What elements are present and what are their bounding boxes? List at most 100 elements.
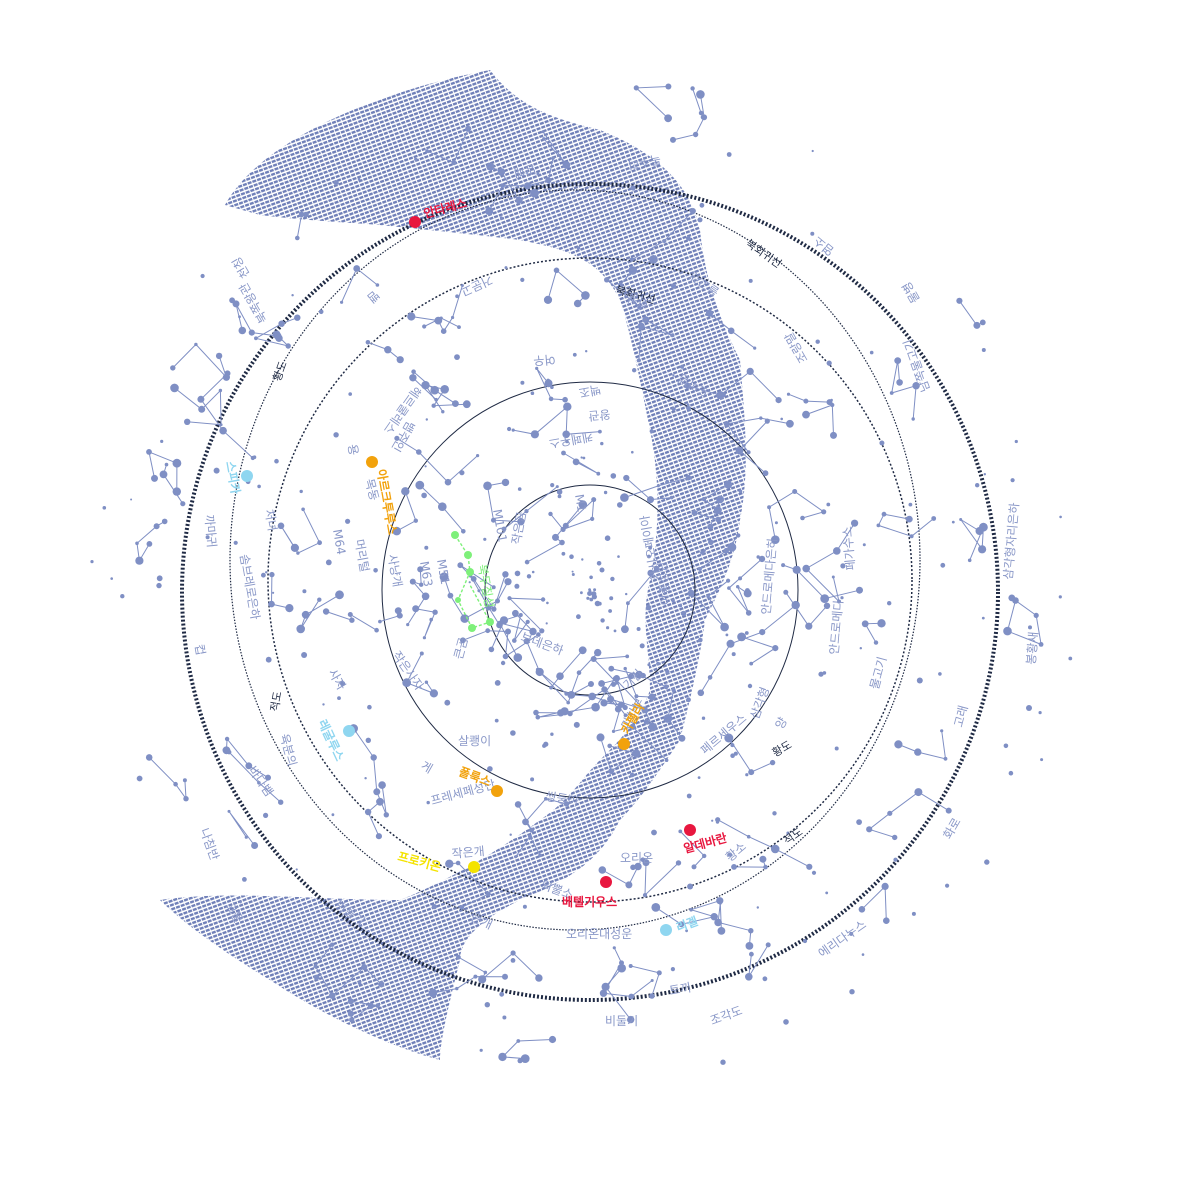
field-star: [265, 774, 271, 781]
field-star: [440, 328, 447, 335]
field-star: [623, 713, 628, 718]
field-star: [648, 722, 657, 732]
label-equator-2: 적도: [781, 825, 805, 847]
field-star: [205, 535, 210, 540]
field-star: [606, 626, 610, 630]
field-star: [651, 829, 657, 836]
field-star: [523, 182, 532, 190]
field-star: [90, 560, 94, 564]
field-star: [295, 235, 300, 241]
field-star: [589, 575, 593, 580]
field-star: [588, 681, 594, 687]
field-star: [628, 993, 635, 1000]
field-star: [522, 818, 529, 826]
field-star: [518, 613, 523, 617]
label-ecliptic: 황도: [770, 738, 794, 759]
field-star: [623, 666, 627, 671]
field-star: [440, 385, 450, 394]
field-star: [130, 498, 133, 501]
field-star: [357, 177, 361, 181]
field-star: [690, 86, 695, 91]
field-star: [457, 325, 461, 329]
field-star: [745, 610, 752, 616]
field-star: [669, 495, 674, 500]
field-star: [672, 374, 675, 377]
field-star: [543, 295, 553, 304]
label-canes: 사냥개: [385, 553, 405, 588]
field-star: [135, 541, 139, 546]
label-capricornus: 염소: [811, 234, 837, 259]
field-star: [550, 483, 555, 488]
field-star: [265, 656, 272, 663]
field-star: [834, 746, 839, 751]
field-star: [277, 522, 285, 530]
field-star: [731, 864, 737, 870]
field-star: [550, 732, 554, 736]
field-star: [349, 1017, 355, 1023]
field-star: [507, 426, 512, 432]
field-star: [746, 367, 754, 375]
field-star: [724, 733, 734, 743]
field-star: [285, 343, 291, 349]
constellation-figure-line: [624, 568, 658, 630]
field-star: [250, 455, 255, 461]
field-star: [792, 489, 798, 494]
label-columba: 비둘기: [605, 1014, 638, 1028]
constellation-figure-line: [877, 513, 935, 537]
field-star: [975, 483, 980, 488]
field-star: [373, 568, 378, 573]
field-star: [573, 721, 580, 728]
label-caelum: 조각도: [708, 1003, 744, 1027]
field-star: [883, 917, 890, 924]
field-star: [877, 619, 886, 628]
field-star: [607, 695, 615, 703]
field-star: [708, 539, 714, 546]
field-star: [769, 759, 776, 766]
field-star: [703, 549, 706, 552]
field-star: [1026, 705, 1032, 711]
field-star: [197, 395, 205, 403]
field-star: [756, 906, 759, 909]
field-star: [1012, 597, 1019, 604]
field-star: [781, 563, 786, 568]
field-star: [802, 938, 808, 944]
aldebaran-star: [684, 824, 696, 836]
field-star: [840, 563, 846, 569]
field-star: [830, 398, 833, 402]
field-star: [417, 566, 424, 573]
field-star: [711, 819, 714, 822]
field-star: [329, 992, 336, 999]
field-star: [1058, 595, 1062, 599]
field-star: [916, 677, 923, 684]
constellation-figure-line: [136, 520, 165, 563]
field-star: [610, 473, 617, 479]
field-star: [429, 617, 434, 622]
field-star: [610, 681, 617, 687]
field-star: [931, 516, 937, 521]
field-star: [978, 545, 987, 554]
field-star: [451, 315, 455, 320]
field-star: [455, 294, 459, 299]
field-star: [800, 515, 805, 521]
field-star: [726, 639, 735, 648]
field-star: [533, 709, 539, 716]
field-star: [347, 612, 353, 617]
field-star: [714, 918, 722, 927]
field-star: [483, 537, 487, 541]
field-star: [687, 589, 695, 597]
constellation-figure-line: [367, 341, 401, 361]
field-star: [975, 527, 984, 535]
field-star: [419, 582, 424, 587]
field-star: [830, 431, 837, 439]
constellation-figure-line: [638, 319, 673, 361]
field-star: [502, 571, 509, 578]
constellation-figure-line: [300, 594, 340, 630]
betelgeuse-label: 베텔기우스: [562, 894, 617, 909]
field-star: [763, 864, 768, 870]
field-star: [439, 572, 449, 582]
field-star: [401, 487, 410, 496]
field-star: [665, 669, 670, 674]
field-star: [530, 188, 539, 198]
field-star: [610, 576, 615, 582]
